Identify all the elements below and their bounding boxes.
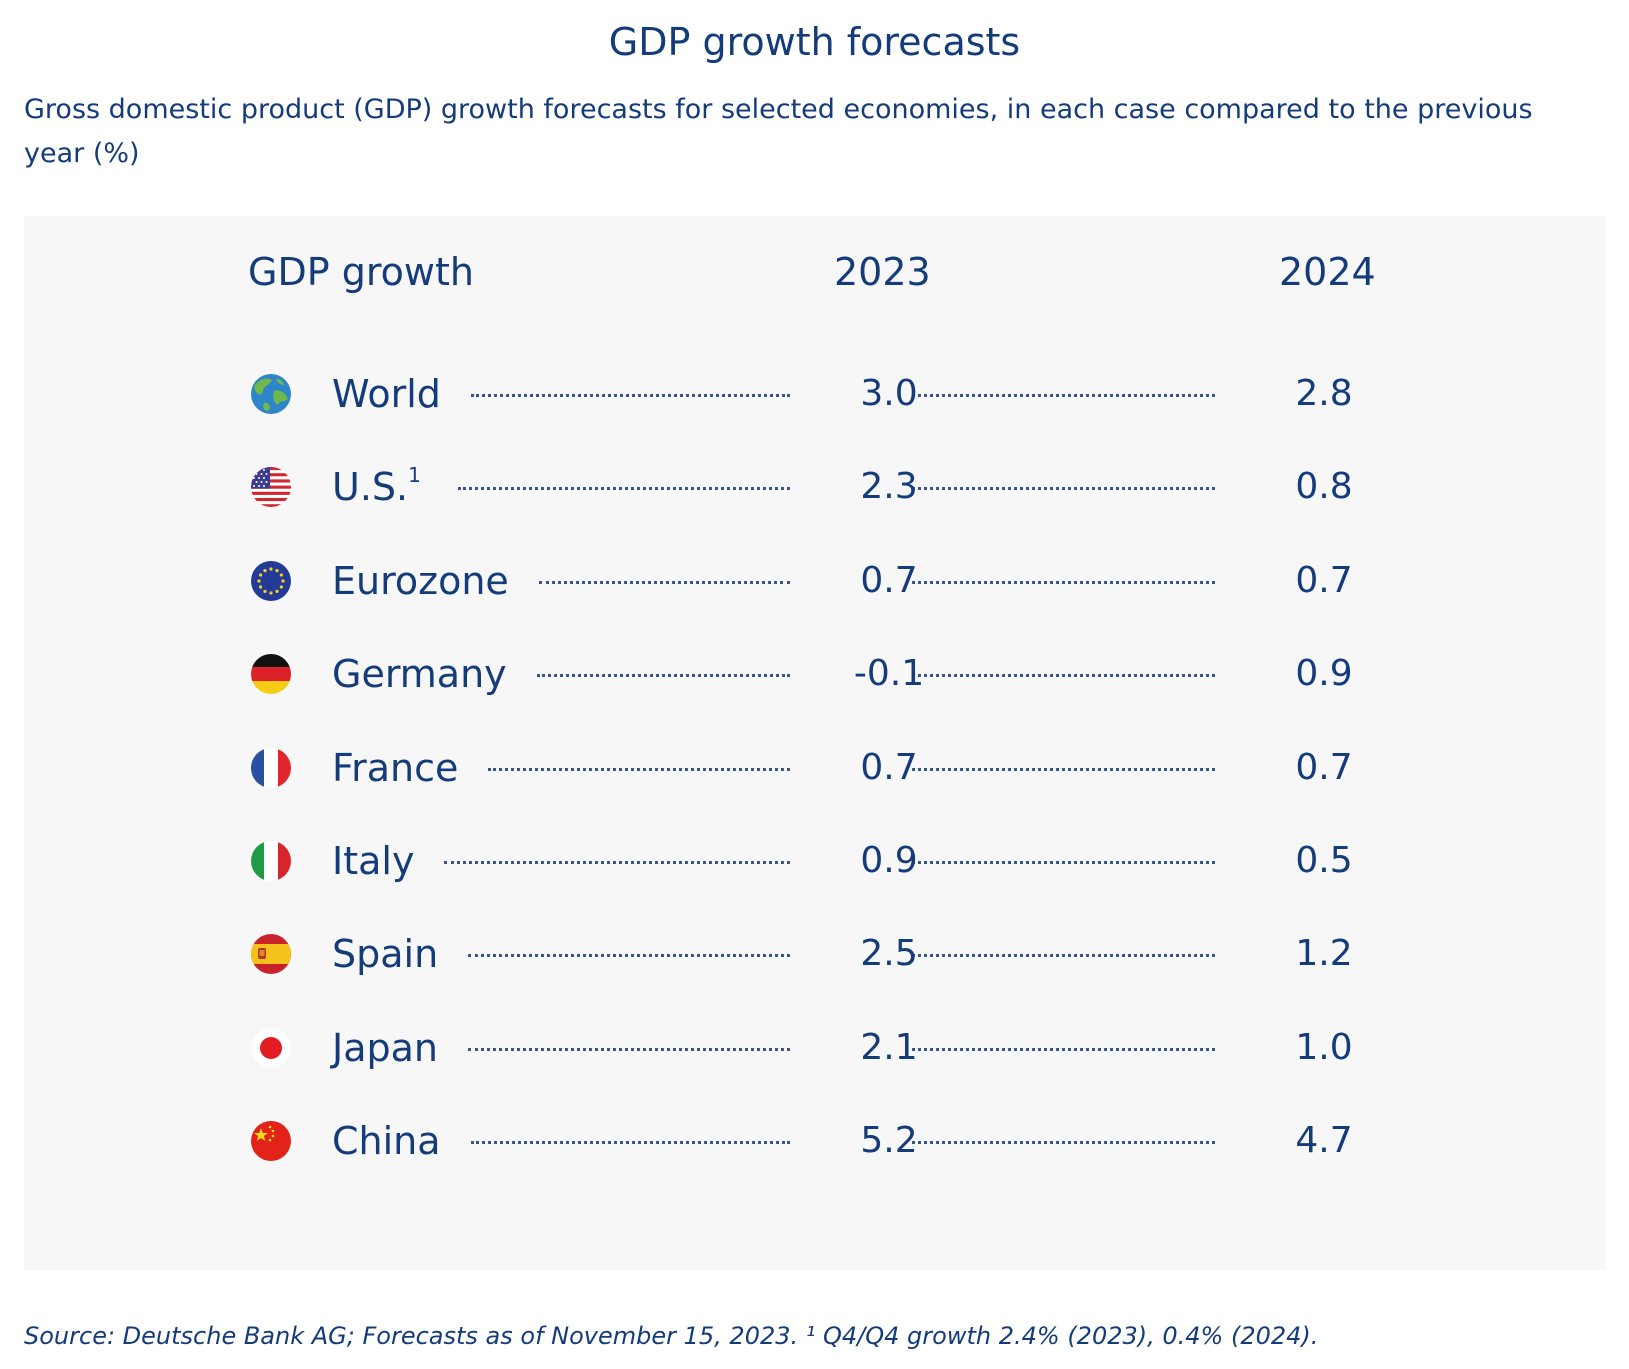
- footnote-marker: 1: [408, 463, 421, 487]
- leader-dots: [458, 487, 790, 490]
- value-2024: 0.5: [1295, 840, 1353, 881]
- france-flag-icon: [250, 747, 292, 789]
- country-label: China: [332, 1113, 441, 1169]
- country-name: Italy: [332, 839, 415, 883]
- country-name: U.S.: [332, 465, 409, 509]
- value-2023: 2.3: [860, 466, 918, 507]
- table-row: Italy 0.9 0.5: [0, 831, 1629, 891]
- table-row: Japan 2.1 1.0: [0, 1018, 1629, 1078]
- column-header-2024: 2024: [1279, 250, 1376, 294]
- value-2024: 1.2: [1295, 933, 1353, 974]
- eu-flag-icon: [250, 560, 292, 602]
- leader-dots: [468, 954, 790, 957]
- leader-dots: [912, 394, 1215, 397]
- table-row: U.S.1 2.3 0.8: [0, 457, 1629, 517]
- leader-dots: [912, 861, 1215, 864]
- spain-flag-icon: [250, 933, 292, 975]
- value-2023: 0.9: [860, 840, 918, 881]
- value-2024: 0.8: [1295, 466, 1353, 507]
- leader-dots: [488, 768, 790, 771]
- table-row: Eurozone 0.7 0.7: [0, 551, 1629, 611]
- table-row: Spain 2.5 1.2: [0, 924, 1629, 984]
- value-2023: 0.7: [860, 560, 918, 601]
- chart-title: GDP growth forecasts: [608, 20, 1021, 64]
- table-row: Germany -0.1 0.9: [0, 644, 1629, 704]
- japan-flag-icon: [250, 1027, 292, 1069]
- leader-dots: [912, 487, 1215, 490]
- italy-flag-icon: [250, 840, 292, 882]
- leader-dots: [537, 674, 790, 677]
- globe-icon: [250, 373, 292, 415]
- value-2023: 5.2: [860, 1120, 918, 1161]
- value-2024: 2.8: [1295, 373, 1353, 414]
- country-name: Japan: [332, 1026, 438, 1070]
- column-header-label: GDP growth: [248, 250, 474, 294]
- china-flag-icon: [250, 1120, 292, 1162]
- value-2023: -0.1: [853, 653, 925, 694]
- leader-dots: [912, 1141, 1215, 1144]
- country-label: France: [332, 740, 458, 796]
- leader-dots: [471, 1141, 790, 1144]
- country-name: World: [332, 372, 441, 416]
- country-label: U.S.1: [332, 459, 421, 515]
- value-2024: 0.7: [1295, 747, 1353, 788]
- table-row: France 0.7 0.7: [0, 738, 1629, 798]
- country-label: Italy: [332, 833, 414, 889]
- country-label: World: [332, 366, 441, 422]
- country-label: Eurozone: [332, 553, 509, 609]
- country-name: China: [332, 1119, 441, 1163]
- us-flag-icon: [250, 466, 292, 508]
- value-2023: 2.1: [860, 1027, 918, 1068]
- value-2024: 4.7: [1295, 1120, 1353, 1161]
- table-row: China 5.2 4.7: [0, 1111, 1629, 1171]
- country-label: Germany: [332, 646, 507, 702]
- leader-dots: [912, 954, 1215, 957]
- germany-flag-icon: [250, 653, 292, 695]
- column-header-2023: 2023: [834, 250, 931, 294]
- source-note: Source: Deutsche Bank AG; Forecasts as o…: [24, 1322, 1319, 1350]
- country-name: Eurozone: [332, 559, 509, 603]
- leader-dots: [468, 1048, 790, 1051]
- leader-dots: [444, 861, 790, 864]
- value-2023: 0.7: [860, 747, 918, 788]
- value-2024: 0.7: [1295, 560, 1353, 601]
- country-name: France: [332, 746, 459, 790]
- table-row: World 3.0 2.8: [0, 364, 1629, 424]
- country-name: Germany: [332, 652, 507, 696]
- leader-dots: [539, 581, 790, 584]
- leader-dots: [471, 394, 790, 397]
- country-label: Spain: [332, 926, 438, 982]
- chart-subtitle: Gross domestic product (GDP) growth fore…: [24, 94, 1533, 169]
- value-2023: 3.0: [860, 373, 918, 414]
- value-2024: 1.0: [1295, 1027, 1353, 1068]
- leader-dots: [912, 1048, 1215, 1051]
- value-2024: 0.9: [1295, 653, 1353, 694]
- leader-dots: [912, 581, 1215, 584]
- country-label: Japan: [332, 1020, 438, 1076]
- country-name: Spain: [332, 932, 439, 976]
- leader-dots: [912, 768, 1215, 771]
- leader-dots: [912, 674, 1215, 677]
- value-2023: 2.5: [860, 933, 918, 974]
